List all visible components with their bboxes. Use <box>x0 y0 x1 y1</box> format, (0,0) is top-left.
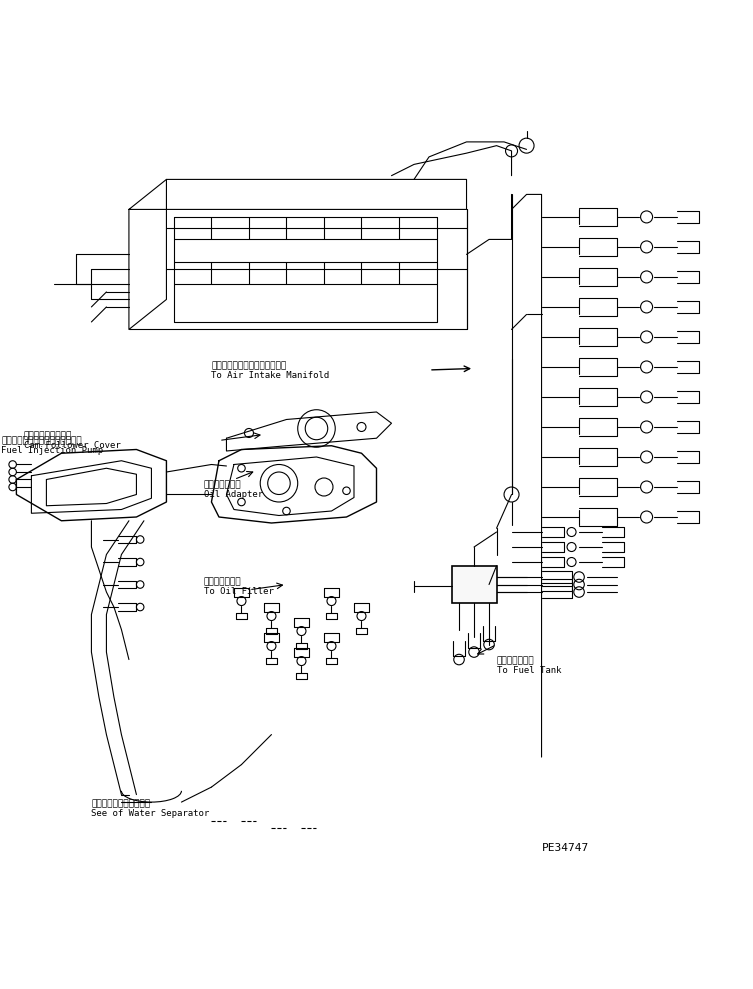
Text: To Fuel Tank: To Fuel Tank <box>496 666 561 675</box>
Text: Fuel Injection Pump: Fuel Injection Pump <box>2 446 103 455</box>
Text: フェルタンクヘ: フェルタンクヘ <box>496 657 534 666</box>
Text: PE34747: PE34747 <box>541 843 589 853</box>
Text: To Air Intake Manifold: To Air Intake Manifold <box>212 371 330 380</box>
Text: Cam Follower Cover: Cam Follower Cover <box>24 441 120 450</box>
Text: See of Water Separator: See of Water Separator <box>91 809 209 818</box>
Text: ウォータセパレータ参照: ウォータセパレータ参照 <box>91 799 151 808</box>
Text: Oil Adapter: Oil Adapter <box>204 490 263 498</box>
Text: エアーインテークマニホルドヘ: エアーインテークマニホルドヘ <box>212 361 287 371</box>
Bar <box>452 566 496 603</box>
Text: To Oil Filler: To Oil Filler <box>204 587 274 596</box>
Text: オイルアダプタ: オイルアダプタ <box>204 480 242 489</box>
Text: カムフォロワカバー: カムフォロワカバー <box>24 431 72 440</box>
Text: フゥエルインジェクションポンプ: フゥエルインジェクションポンプ <box>2 436 82 445</box>
Text: オイルフィラヘ: オイルフィラヘ <box>204 578 242 586</box>
